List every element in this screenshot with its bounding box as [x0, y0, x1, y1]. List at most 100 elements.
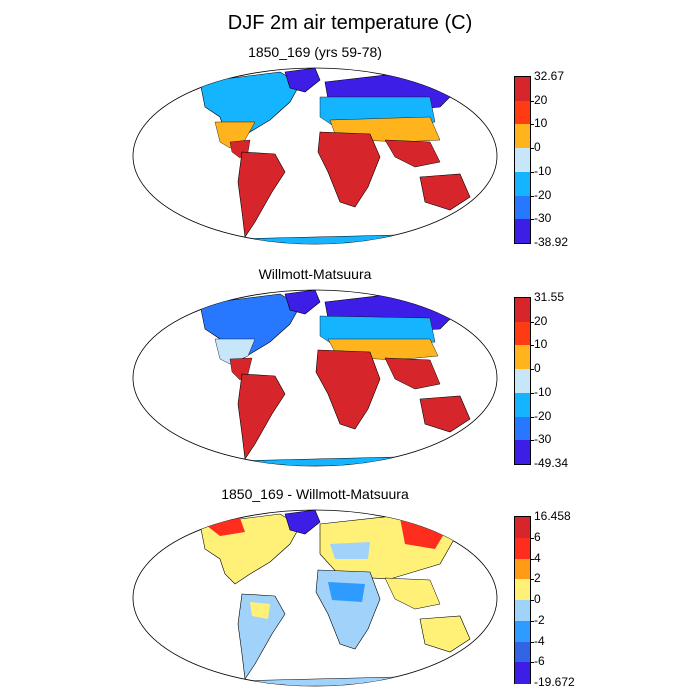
colorbar-label: -10: [534, 384, 552, 399]
colorbar-tick: [530, 558, 534, 560]
antarctica: [179, 455, 461, 466]
colorbar-segment: [515, 171, 530, 197]
colorbar-tick: [530, 620, 534, 622]
colorbar-segment: [515, 195, 530, 220]
greenland: [284, 290, 321, 315]
colorbar-tick: [530, 537, 534, 539]
panel-2-title: Willmott-Matsuura: [258, 266, 372, 282]
colorbar-label: -38.92: [534, 235, 569, 249]
colorbar-label: 0: [534, 361, 541, 376]
colorbar-segment: [515, 558, 530, 580]
south-america-warm: [250, 602, 270, 619]
map-panel-3: [130, 504, 500, 694]
colorbar-segment: [515, 369, 530, 394]
colorbar-label: 10: [534, 116, 548, 131]
colorbar-tick: [530, 100, 534, 102]
colorbar-tick: [530, 195, 534, 197]
colorbar-label: 6: [534, 529, 541, 544]
colorbar-tick: [530, 416, 534, 418]
colorbar-label: -10: [534, 163, 552, 178]
colorbar-label: -6: [534, 654, 545, 669]
main-title: DJF 2m air temperature (C): [227, 12, 473, 34]
colorbar-label: 32.67: [534, 69, 565, 83]
colorbar-tick: [530, 641, 534, 643]
colorbar-tick: [530, 124, 534, 126]
colorbar-2: [514, 297, 534, 465]
map-svg-2: [132, 289, 498, 467]
colorbar-tick: [530, 148, 534, 150]
colorbar-segment: [515, 600, 530, 622]
colorbar-label: -2: [534, 612, 545, 627]
colorbar-label: -30: [534, 211, 552, 226]
colorbar-label: -4: [534, 633, 545, 648]
south-america: [237, 593, 286, 680]
colorbar-tick: [530, 345, 534, 347]
south-asia: [384, 357, 441, 390]
colorbar-tick: [530, 392, 534, 394]
australia: [419, 173, 471, 211]
colorbar-3: [514, 516, 534, 684]
colorbar-segment: [515, 579, 530, 601]
colorbar-tick: [530, 579, 534, 581]
map-panel-2: [130, 284, 500, 474]
colorbar-label: 2: [534, 571, 541, 586]
colorbar-segment: [515, 148, 530, 173]
colorbar-tick: [530, 662, 534, 664]
colorbar-label: 20: [534, 92, 548, 107]
colorbar-label: 4: [534, 550, 541, 565]
colorbar-label: -20: [534, 187, 552, 202]
antarctica: [179, 675, 461, 686]
africa: [317, 131, 381, 208]
colorbar-segment: [515, 440, 530, 465]
colorbar-tick: [530, 369, 534, 371]
south-asia: [384, 577, 441, 610]
antarctica: [179, 233, 461, 244]
colorbar-segment: [515, 298, 530, 323]
colorbar-1: [514, 76, 534, 244]
antarctica-interior: [210, 464, 430, 466]
colorbar-tick: [530, 219, 534, 221]
colorbar-segment: [515, 392, 530, 418]
africa: [315, 349, 381, 430]
colorbar-tick: [530, 171, 534, 173]
colorbar-segment: [515, 321, 530, 346]
colorbar-tick: [530, 321, 534, 323]
colorbar-segment: [515, 416, 530, 441]
colorbar-segment: [515, 537, 530, 559]
colorbar-label: 16.458: [534, 509, 571, 523]
colorbar-tick: [530, 600, 534, 601]
greenland: [284, 68, 321, 93]
antarctica-interior: [210, 684, 430, 686]
colorbar-label: 0: [534, 140, 541, 155]
panel-3-title: 1850_169 - Willmott-Matsuura: [221, 486, 409, 502]
colorbar-segment: [515, 77, 530, 102]
panel-1-title: 1850_169 (yrs 59-78): [248, 44, 382, 60]
colorbar-label: -30: [534, 432, 552, 447]
colorbar-segment: [515, 641, 530, 663]
colorbar-tick: [530, 440, 534, 442]
south-asia: [384, 139, 441, 168]
australia: [419, 615, 471, 653]
map-panel-1: [130, 62, 500, 252]
colorbar-label: -49.34: [534, 456, 569, 470]
colorbar-label: -19.672: [534, 675, 575, 689]
colorbar-segment: [515, 620, 530, 642]
colorbar-label: 0: [534, 592, 541, 606]
colorbar-segment: [515, 345, 530, 370]
colorbar-segment: [515, 100, 530, 125]
antarctica-interior: [210, 242, 430, 244]
eurasia-cool: [330, 542, 370, 559]
colorbar-segment: [515, 662, 530, 684]
australia: [419, 395, 471, 433]
colorbar-label: 31.55: [534, 290, 565, 304]
colorbar-label: 10: [534, 337, 548, 352]
greenland: [284, 510, 321, 535]
colorbar-segment: [515, 124, 530, 149]
map-svg-3: [132, 509, 498, 687]
colorbar-label: -20: [534, 408, 552, 423]
map-svg-1: [132, 67, 498, 245]
africa-cool: [328, 582, 365, 602]
colorbar-segment: [515, 517, 530, 539]
colorbar-label: 20: [534, 313, 548, 328]
colorbar-segment: [515, 219, 530, 244]
